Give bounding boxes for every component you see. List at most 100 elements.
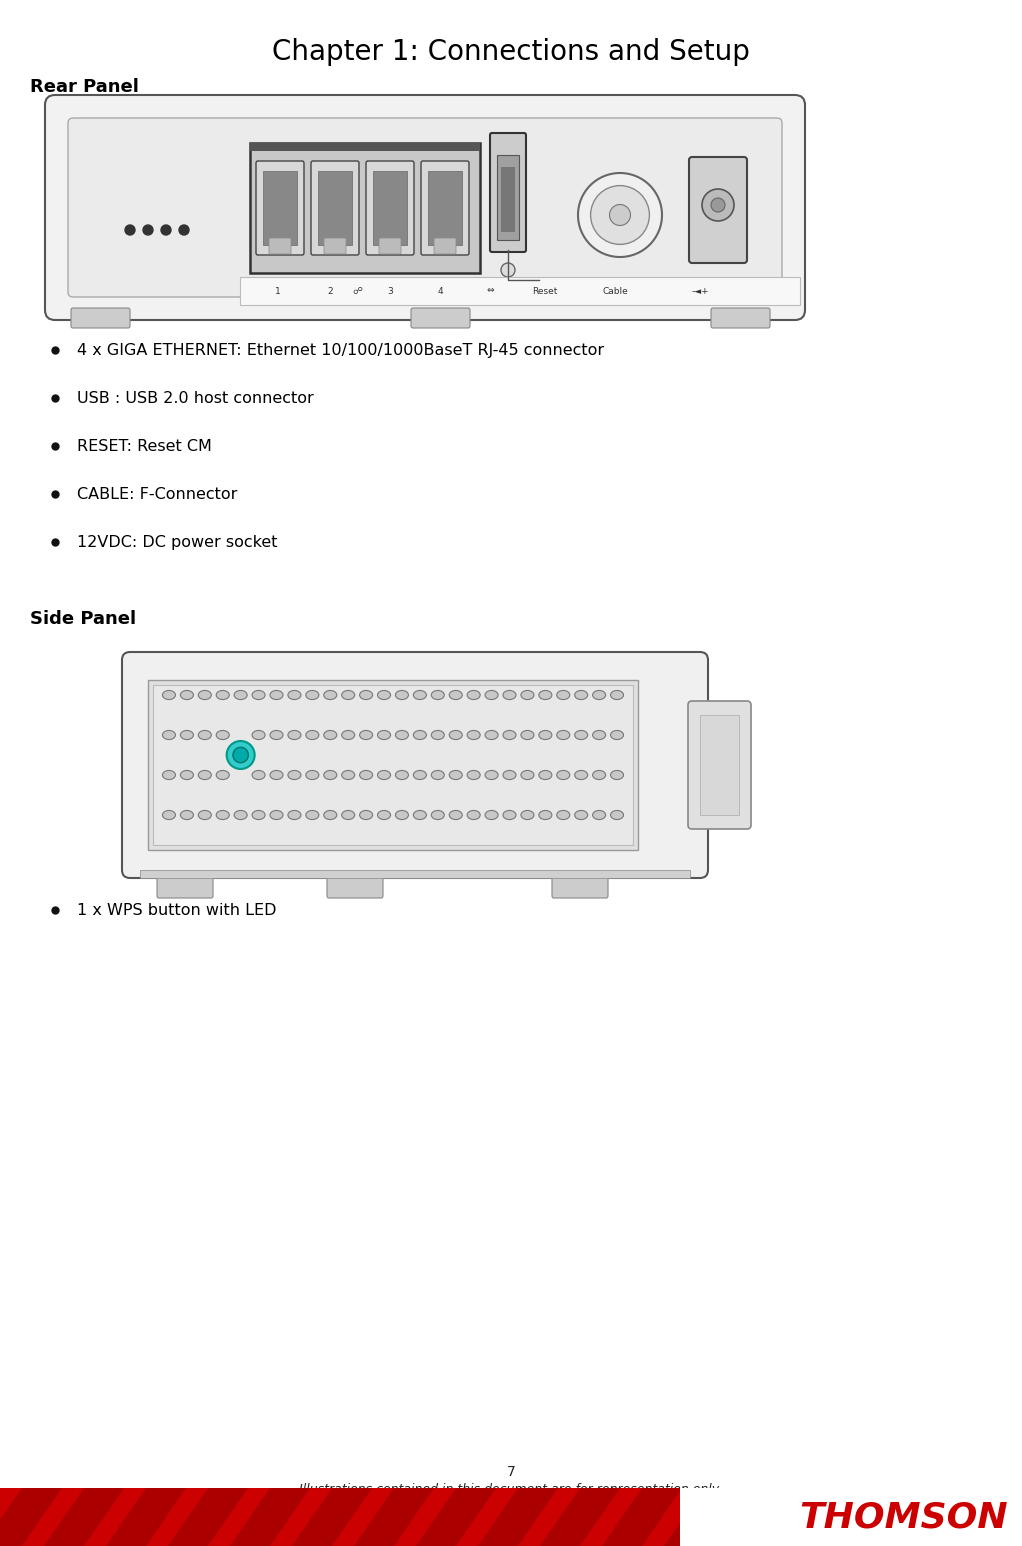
Ellipse shape — [574, 770, 588, 779]
Ellipse shape — [217, 810, 229, 819]
Ellipse shape — [341, 770, 355, 779]
Ellipse shape — [198, 770, 212, 779]
Ellipse shape — [324, 691, 337, 699]
Ellipse shape — [324, 730, 337, 739]
Text: CABLE: F-Connector: CABLE: F-Connector — [77, 487, 237, 501]
Ellipse shape — [467, 770, 480, 779]
Bar — [700, 714, 739, 815]
Ellipse shape — [288, 810, 300, 819]
FancyBboxPatch shape — [311, 161, 359, 255]
Text: -◄+: -◄+ — [691, 286, 709, 295]
Ellipse shape — [162, 730, 176, 739]
Ellipse shape — [467, 730, 480, 739]
Text: 7: 7 — [507, 1466, 515, 1480]
Ellipse shape — [270, 770, 283, 779]
Ellipse shape — [377, 730, 390, 739]
Ellipse shape — [181, 770, 193, 779]
Ellipse shape — [467, 691, 480, 699]
FancyBboxPatch shape — [490, 133, 526, 252]
Ellipse shape — [503, 691, 516, 699]
Ellipse shape — [539, 730, 552, 739]
Ellipse shape — [360, 730, 373, 739]
Text: Side Panel: Side Panel — [30, 611, 136, 628]
Ellipse shape — [288, 730, 300, 739]
Bar — [140, 870, 690, 878]
Ellipse shape — [485, 691, 498, 699]
Text: Illustrations contained in this document are for representation only.: Illustrations contained in this document… — [299, 1484, 723, 1497]
Circle shape — [702, 189, 734, 221]
Polygon shape — [168, 1487, 248, 1546]
Polygon shape — [602, 1487, 682, 1546]
Ellipse shape — [324, 810, 337, 819]
Ellipse shape — [413, 691, 426, 699]
Circle shape — [125, 226, 135, 235]
Ellipse shape — [593, 730, 606, 739]
Bar — [263, 172, 297, 244]
Polygon shape — [230, 1487, 310, 1546]
Ellipse shape — [252, 810, 265, 819]
FancyBboxPatch shape — [269, 238, 291, 254]
Ellipse shape — [485, 770, 498, 779]
Ellipse shape — [181, 810, 193, 819]
Text: USB : USB 2.0 host connector: USB : USB 2.0 host connector — [77, 391, 314, 405]
Bar — [497, 155, 519, 240]
Circle shape — [179, 226, 189, 235]
Bar — [153, 685, 633, 846]
FancyBboxPatch shape — [379, 238, 401, 254]
Ellipse shape — [413, 770, 426, 779]
Polygon shape — [292, 1487, 372, 1546]
Text: 4 x GIGA ETHERNET: Ethernet 10/100/1000BaseT RJ-45 connector: 4 x GIGA ETHERNET: Ethernet 10/100/1000B… — [77, 343, 604, 357]
Ellipse shape — [593, 810, 606, 819]
Ellipse shape — [288, 770, 300, 779]
Bar — [250, 142, 480, 152]
FancyBboxPatch shape — [157, 877, 213, 898]
Text: Rear Panel: Rear Panel — [30, 77, 139, 96]
Text: 2: 2 — [327, 286, 333, 295]
Text: 1 x WPS button with LED: 1 x WPS button with LED — [77, 903, 277, 917]
Polygon shape — [912, 1487, 992, 1546]
Ellipse shape — [181, 691, 193, 699]
Bar — [148, 680, 638, 850]
Ellipse shape — [485, 730, 498, 739]
Ellipse shape — [198, 691, 212, 699]
Ellipse shape — [162, 691, 176, 699]
Polygon shape — [106, 1487, 186, 1546]
Text: ☍: ☍ — [352, 286, 362, 295]
FancyBboxPatch shape — [434, 238, 456, 254]
Ellipse shape — [198, 810, 212, 819]
Ellipse shape — [610, 770, 623, 779]
Bar — [501, 167, 515, 232]
Text: 1: 1 — [275, 286, 281, 295]
Polygon shape — [540, 1487, 620, 1546]
Ellipse shape — [467, 810, 480, 819]
Ellipse shape — [306, 691, 319, 699]
Ellipse shape — [557, 730, 570, 739]
Text: ⇔: ⇔ — [486, 286, 494, 295]
Ellipse shape — [377, 691, 390, 699]
Circle shape — [711, 198, 725, 212]
Bar — [240, 277, 800, 305]
Ellipse shape — [341, 730, 355, 739]
Ellipse shape — [360, 691, 373, 699]
Ellipse shape — [377, 810, 390, 819]
Ellipse shape — [593, 691, 606, 699]
Ellipse shape — [162, 770, 176, 779]
Text: 3: 3 — [387, 286, 392, 295]
FancyBboxPatch shape — [552, 877, 608, 898]
Circle shape — [578, 173, 662, 257]
Ellipse shape — [450, 691, 462, 699]
Bar — [318, 172, 352, 244]
Bar — [680, 1487, 1022, 1546]
Ellipse shape — [217, 691, 229, 699]
Bar — [428, 172, 462, 244]
Polygon shape — [788, 1487, 868, 1546]
Ellipse shape — [485, 810, 498, 819]
FancyBboxPatch shape — [122, 652, 708, 878]
Ellipse shape — [521, 770, 533, 779]
Ellipse shape — [377, 770, 390, 779]
Ellipse shape — [610, 730, 623, 739]
Ellipse shape — [396, 691, 409, 699]
Circle shape — [609, 204, 631, 226]
Ellipse shape — [450, 810, 462, 819]
FancyBboxPatch shape — [256, 161, 304, 255]
